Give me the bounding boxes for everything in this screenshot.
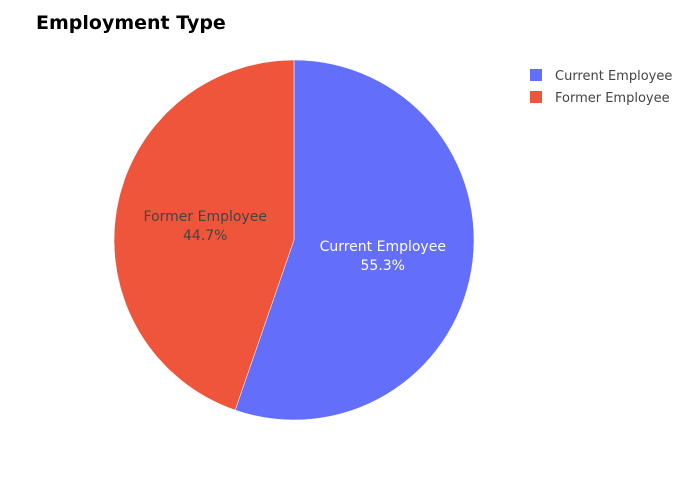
legend-swatch[interactable] — [530, 91, 542, 103]
slice-label-name: Current Employee — [320, 239, 446, 255]
legend-label[interactable]: Former Employee — [555, 91, 670, 106]
pie-slice-labels: Current Employee 55.3% Former Employee 44.7… — [144, 209, 446, 274]
pie-slice-former-employee[interactable] — [113, 59, 295, 411]
slice-label-name: Former Employee — [144, 209, 267, 225]
pie-slices — [113, 59, 475, 421]
legend: Current Employee Former Employee — [530, 69, 672, 106]
slice-label-percent: 55.3% — [361, 258, 405, 274]
legend-label[interactable]: Current Employee — [555, 69, 672, 84]
legend-swatch[interactable] — [530, 69, 542, 81]
pie-slice-current-employee[interactable] — [234, 59, 475, 421]
chart-title: Employment Type — [36, 12, 226, 34]
slice-label-percent: 44.7% — [183, 228, 227, 244]
